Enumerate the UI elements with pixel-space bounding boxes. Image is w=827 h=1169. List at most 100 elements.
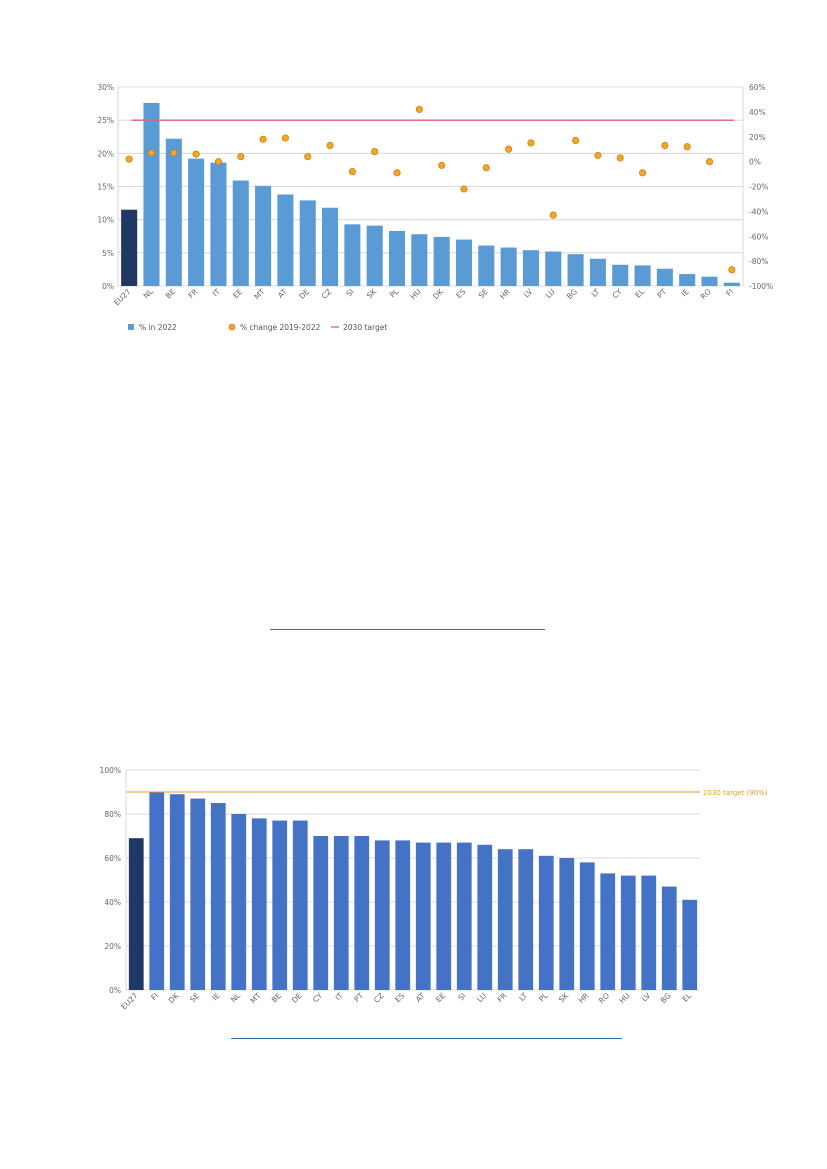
category-label: SI [456, 991, 467, 1002]
y-tick-label: 100% [100, 766, 121, 775]
bar-dk [169, 794, 185, 990]
point-de [304, 153, 312, 161]
bar-ie [210, 803, 226, 990]
point-si [348, 168, 356, 176]
y2-tick-label: -60% [749, 232, 768, 241]
category-label: ES [393, 991, 406, 1004]
bar-es [395, 840, 411, 990]
category-label: IT [333, 991, 344, 1002]
bar-it [210, 162, 227, 286]
category-label: LV [640, 990, 653, 1003]
bar-si [456, 842, 472, 990]
category-label: BE [270, 991, 284, 1005]
category-label: NL [229, 990, 243, 1004]
bar-pl [538, 855, 554, 990]
bar-lu [477, 844, 493, 990]
organic-farming-chart: 0% 5% 10% 15% 20% 25% 30% -100% -80% -60% -40% -20%… [97, 83, 773, 332]
bar-cz [374, 840, 390, 990]
category-label: IT [211, 287, 222, 298]
y2-tick-label: -80% [749, 257, 768, 266]
y-tick-label: 10% [97, 216, 114, 225]
target-label: 2030 target (90%) [703, 789, 768, 797]
point-el [639, 169, 647, 177]
category-label: EU27 [119, 991, 140, 1010]
bar-cy [612, 264, 629, 286]
bar-pt [354, 836, 370, 990]
bar-eu27 [128, 838, 144, 990]
point-ie [683, 143, 691, 151]
category-label: SI [344, 287, 355, 298]
bar-hr [579, 862, 595, 990]
bar-lt [518, 849, 534, 990]
target-share-chart: 0% 20% 40% 60% 80% 100% 2030 target (90%) EU27 F… [100, 766, 768, 1010]
category-label: HU [617, 991, 631, 1005]
bar-at [415, 842, 431, 990]
category-label: SK [557, 990, 571, 1004]
bar-de [299, 200, 316, 286]
y-tick-label: 80% [104, 810, 121, 819]
bar-be [165, 138, 182, 286]
category-label: SE [188, 991, 201, 1004]
category-label: LU [475, 991, 488, 1004]
chart2-source-link-underline[interactable] [231, 1038, 622, 1039]
y-tick-label: 20% [97, 149, 114, 158]
y-tick-label: 40% [104, 898, 121, 907]
bar-at [277, 194, 294, 286]
point-cz [326, 141, 334, 150]
bar-ee [436, 842, 452, 990]
category-label: PT [352, 991, 365, 1004]
legend-label-target: 2030 target [343, 323, 387, 332]
point-dk [438, 161, 446, 169]
bar-fi [723, 282, 740, 286]
point-es [460, 185, 468, 193]
bar-lv [522, 250, 539, 286]
category-label: EE [434, 991, 447, 1004]
bar-bg [661, 886, 677, 990]
bar-es [455, 239, 473, 286]
bar-pl [388, 230, 406, 286]
category-label: IE [679, 287, 690, 298]
point-fi [728, 266, 736, 274]
bar-nl [231, 814, 247, 990]
bar-ee [232, 180, 249, 286]
bar-eu27 [121, 209, 138, 286]
bar-be [272, 820, 288, 990]
point-eu27 [125, 155, 133, 163]
bar-de [292, 820, 308, 990]
y2-tick-label: -40% [749, 207, 768, 216]
bar-se [190, 798, 206, 990]
bar-lu [545, 251, 562, 286]
point-hr [505, 145, 513, 153]
bar-mt [255, 185, 272, 286]
category-label: CZ [372, 991, 386, 1005]
bar-fr [497, 849, 513, 990]
category-label: EL [680, 990, 693, 1003]
category-label: DK [167, 990, 182, 1005]
bar-si [344, 224, 361, 286]
bar-hu [620, 875, 636, 990]
category-label: IE [210, 991, 221, 1002]
chart1-source-link-underline[interactable] [270, 629, 545, 630]
point-se [482, 164, 490, 172]
category-label: BG [659, 991, 673, 1005]
bar-lt [589, 258, 606, 286]
point-lu [549, 211, 557, 219]
point-lv [527, 139, 535, 147]
point-mt [259, 135, 267, 143]
y2-tick-label: -20% [749, 183, 768, 192]
bar-se [478, 245, 495, 286]
category-label: AT [414, 991, 427, 1004]
y2-tick-label: 20% [749, 133, 766, 142]
bar-hr [500, 247, 517, 286]
y2-tick-label: 0% [749, 158, 761, 167]
bar-sk [366, 225, 383, 286]
point-hu [415, 105, 423, 113]
point-pl [393, 169, 401, 177]
point-nl [147, 149, 156, 157]
point-sk [371, 148, 379, 156]
bar-fr [188, 158, 205, 286]
bar-hu [411, 234, 428, 286]
legend-label-points: % change 2019-2022 [240, 323, 321, 332]
category-label: HR [577, 991, 591, 1005]
legend-swatch-points [228, 323, 236, 331]
